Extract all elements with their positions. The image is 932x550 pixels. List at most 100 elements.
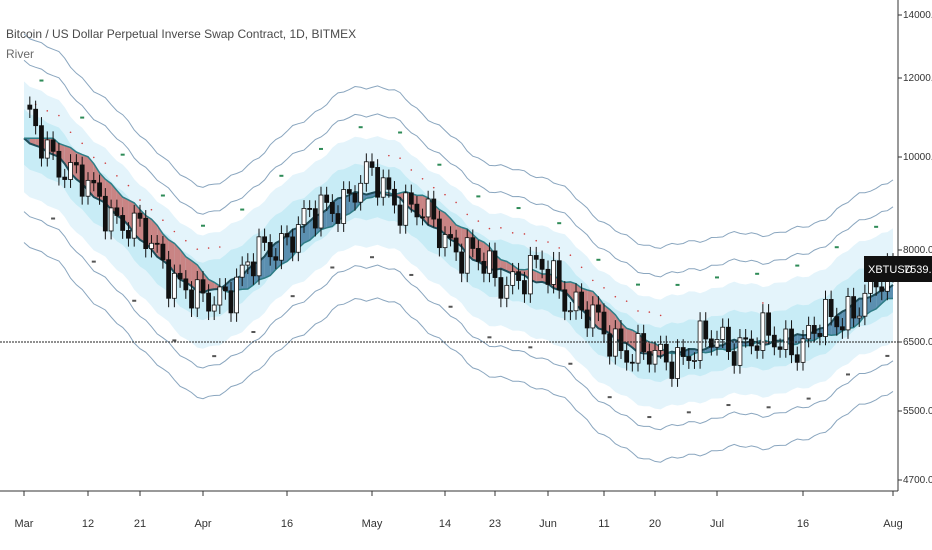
resistance-dot <box>162 219 164 222</box>
candle-body <box>114 207 120 216</box>
resistance-dot <box>592 279 594 282</box>
resistance-dot <box>219 246 221 248</box>
resistance-dot <box>535 239 538 242</box>
candle-body <box>307 208 313 210</box>
x-tick-label: 23 <box>489 518 501 530</box>
candle-body <box>143 217 149 250</box>
candle-body <box>392 188 397 206</box>
candle-body <box>612 328 618 357</box>
candle-body <box>708 338 714 348</box>
candle-body <box>545 268 551 285</box>
signal-marker-down <box>487 336 492 339</box>
x-tick-label: 11 <box>598 518 609 530</box>
candle-body <box>56 150 62 178</box>
candle-body <box>85 179 91 197</box>
candle-body <box>749 338 754 347</box>
signal-marker-up <box>834 246 839 249</box>
candle-body <box>669 361 675 379</box>
candle-body <box>629 361 635 364</box>
signal-marker-down <box>132 299 137 302</box>
signal-marker-down <box>846 373 850 376</box>
candle-body <box>743 337 749 340</box>
candle-body <box>510 271 516 286</box>
candle-body <box>811 325 817 334</box>
candle-body <box>771 334 777 348</box>
signal-marker-up <box>120 153 125 156</box>
candle-body <box>539 258 545 270</box>
candle-body <box>352 192 358 203</box>
signal-marker-up <box>755 272 760 275</box>
resistance-dot <box>547 241 549 243</box>
resistance-dot <box>488 227 491 230</box>
x-tick-label: Jul <box>710 518 724 530</box>
candle-body <box>33 108 39 127</box>
candle-body <box>783 328 789 350</box>
candle-body <box>697 320 703 361</box>
candle-body <box>766 312 771 336</box>
candle-body <box>97 182 102 197</box>
candle-body <box>817 333 823 337</box>
signal-marker-down <box>409 273 414 276</box>
x-tick-label: Aug <box>883 518 903 530</box>
resistance-dot <box>69 131 72 134</box>
candle-body <box>573 291 579 312</box>
chart-title: Bitcoin / US Dollar Perpetual Inverse Sw… <box>6 27 357 41</box>
resistance-dot <box>421 177 424 180</box>
resistance-dot <box>46 110 49 112</box>
candle-body <box>834 316 840 328</box>
signal-marker-down <box>251 330 256 333</box>
candle-body <box>646 351 652 365</box>
resistance-dot <box>648 311 651 313</box>
price-badge: XBTUSD 7539.5 <box>864 256 932 282</box>
resistance-dot <box>104 162 107 164</box>
x-tick-label: 20 <box>649 518 661 530</box>
signal-marker-up <box>358 126 363 129</box>
candle-body <box>686 356 692 361</box>
candle-body <box>760 312 766 351</box>
candle-body <box>481 260 487 274</box>
candle-body <box>800 338 806 363</box>
signal-marker-down <box>51 217 56 220</box>
candle-body <box>267 242 273 258</box>
candle-body <box>453 237 459 253</box>
candle-body <box>79 164 85 197</box>
candle-body <box>464 237 470 274</box>
candle-body <box>375 167 381 198</box>
resistance-dot <box>81 142 83 145</box>
signal-marker-up <box>476 195 481 198</box>
candle-body <box>579 291 584 311</box>
resistance-dot <box>580 266 583 269</box>
candle-body <box>131 212 137 239</box>
river-segment-bear <box>445 212 451 240</box>
signal-marker-down <box>448 305 453 308</box>
candle-body <box>68 162 73 180</box>
resistance-dot <box>58 114 60 117</box>
outer-band-line <box>23 242 894 463</box>
resistance-dot <box>196 248 199 250</box>
resistance-dot <box>614 295 617 298</box>
resistance-dot <box>477 220 480 222</box>
resistance-dot <box>432 186 435 189</box>
candle-body <box>431 198 437 220</box>
resistance-dot <box>207 247 210 249</box>
candle-body <box>120 215 126 231</box>
candle-body <box>504 284 510 299</box>
candle-body <box>522 280 527 295</box>
candle-body <box>663 343 669 363</box>
candle-body <box>527 255 533 295</box>
candle-body <box>568 310 573 313</box>
candle-body <box>658 343 664 351</box>
signal-marker-down <box>686 411 691 414</box>
candle-body <box>329 202 335 214</box>
candle-body <box>635 333 641 364</box>
signal-marker-down <box>647 416 652 419</box>
resistance-dot <box>185 239 187 242</box>
candle-body <box>425 198 431 218</box>
resistance-dot <box>388 154 390 157</box>
candle-body <box>459 251 465 274</box>
y-axis: 14000.0 12000.0 10000.0 8000.0 6500.0 5500.0 4… <box>898 10 932 486</box>
signal-marker-up <box>675 283 680 286</box>
signal-marker-down <box>766 406 771 409</box>
candle-body <box>590 304 596 329</box>
